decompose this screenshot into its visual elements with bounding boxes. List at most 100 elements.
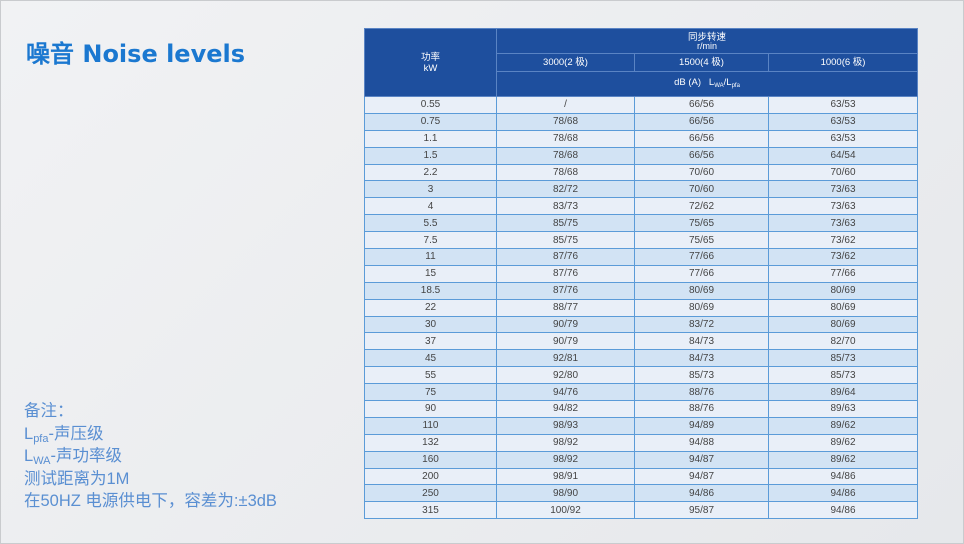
noise-cell: 92/80 xyxy=(496,366,635,385)
noise-cell: 94/82 xyxy=(496,400,635,418)
power-label: 功率 xyxy=(420,51,440,63)
noise-cell: 77/66 xyxy=(634,264,769,283)
lwa-symbol: L xyxy=(24,447,34,465)
noise-cell: 72/62 xyxy=(634,197,769,216)
noise-cell: 66/56 xyxy=(634,129,769,148)
lwa-text: -声功率级 xyxy=(50,447,123,465)
power-cell: 22 xyxy=(364,298,497,317)
table-row: 1.5 78/68 66/56 64/54 xyxy=(364,146,919,165)
unit-sub-pfa: pfa xyxy=(731,82,740,89)
power-cell: 2.2 xyxy=(364,163,497,182)
table-row: 5.5 85/75 75/65 73/63 xyxy=(364,214,919,233)
power-cell: 11 xyxy=(364,248,497,266)
note-lpfa: Lpfa-声压级 xyxy=(24,423,277,446)
lpfa-text: -声压级 xyxy=(48,424,104,443)
noise-cell: 94/86 xyxy=(634,484,769,503)
table-row: 3 82/72 70/60 73/63 xyxy=(364,180,919,199)
table-row: 0.75 78/68 66/56 63/53 xyxy=(364,112,919,131)
noise-cell: 94/86 xyxy=(767,467,919,486)
table-row: 55 92/80 85/73 85/73 xyxy=(364,366,919,385)
noise-cell: 80/69 xyxy=(767,315,919,334)
noise-cell: 92/81 xyxy=(496,349,635,368)
note-distance: 测试距离为1M xyxy=(24,469,130,488)
table-row: 11 87/76 77/66 73/62 xyxy=(364,248,919,266)
table-row: 37 90/79 84/73 82/70 xyxy=(364,332,919,351)
noise-cell: 77/66 xyxy=(634,248,769,266)
lpfa-sub: pfa xyxy=(33,432,49,445)
noise-cell: 90/79 xyxy=(496,315,635,334)
noise-cell: 94/87 xyxy=(634,467,769,486)
noise-cell: / xyxy=(496,96,635,114)
noise-cell: 88/76 xyxy=(634,383,769,402)
noise-cell: 87/76 xyxy=(496,248,635,266)
power-cell: 30 xyxy=(364,315,497,334)
table-row: 2.2 78/68 70/60 70/60 xyxy=(364,163,919,182)
power-unit: kW xyxy=(423,62,438,74)
noise-cell: 85/75 xyxy=(496,214,635,233)
noise-cell: 95/87 xyxy=(634,501,769,520)
noise-cell: 98/93 xyxy=(496,416,635,435)
table-row: 200 98/91 94/87 94/86 xyxy=(364,467,919,486)
noise-cell: 85/75 xyxy=(496,231,635,250)
table-row: 110 98/93 94/89 89/62 xyxy=(364,416,919,435)
noise-cell: 80/69 xyxy=(767,281,919,300)
table-row: 315 100/92 95/87 94/86 xyxy=(364,501,919,520)
power-cell: 315 xyxy=(364,501,497,520)
noise-cell: 73/62 xyxy=(767,231,919,250)
unit-sub-wa: WA xyxy=(714,82,724,89)
notes-heading: 备注： xyxy=(24,402,74,420)
noise-cell: 94/76 xyxy=(496,383,635,402)
noise-cell: 89/63 xyxy=(767,400,919,418)
table-row: 132 98/92 94/88 89/62 xyxy=(364,433,919,452)
speed-header: 同步转速 r/min xyxy=(495,28,919,54)
power-cell: 0.55 xyxy=(364,96,497,114)
noise-cell: 78/68 xyxy=(496,163,635,182)
noise-cell: 98/90 xyxy=(496,484,635,503)
unit-text: dB (A) L xyxy=(674,76,715,88)
noise-cell: 84/73 xyxy=(634,349,769,368)
noise-cell: 66/56 xyxy=(634,112,769,131)
noise-cell: 64/54 xyxy=(767,146,919,165)
noise-cell: 94/89 xyxy=(634,416,769,435)
speed-unit: r/min xyxy=(697,41,717,51)
notes: 备注： Lpfa-声压级 LWA-声功率级 测试距离为1M 在50HZ 电源供电… xyxy=(24,400,277,513)
table-row: 160 98/92 94/87 89/62 xyxy=(364,450,919,469)
note-lwa: LWA-声功率级 xyxy=(24,445,277,468)
noise-cell: 77/66 xyxy=(767,264,919,283)
power-cell: 1.1 xyxy=(364,129,497,148)
speed-1000: 1000(6 极) xyxy=(767,53,919,72)
noise-cell: 85/73 xyxy=(767,366,919,385)
noise-cell: 73/63 xyxy=(767,197,919,216)
table-row: 1.1 78/68 66/56 63/53 xyxy=(364,129,919,148)
noise-table: 功率 kW 同步转速 r/min 3000(2 极) 1500(4 极) 1000(… xyxy=(364,28,919,520)
power-cell: 160 xyxy=(364,450,497,469)
noise-cell: 83/73 xyxy=(496,197,635,216)
noise-cell: 98/92 xyxy=(496,433,635,452)
noise-cell: 85/73 xyxy=(767,349,919,368)
noise-cell: 89/62 xyxy=(767,450,919,469)
power-cell: 18.5 xyxy=(364,281,497,300)
power-cell: 45 xyxy=(364,349,497,368)
power-cell: 1.5 xyxy=(364,146,497,165)
table-row: 22 88/77 80/69 80/69 xyxy=(364,298,919,317)
noise-cell: 89/64 xyxy=(767,383,919,402)
table-row: 15 87/76 77/66 77/66 xyxy=(364,264,919,283)
noise-cell: 88/76 xyxy=(634,400,769,418)
noise-cell: 98/92 xyxy=(496,450,635,469)
power-cell: 7.5 xyxy=(364,231,497,250)
noise-cell: 78/68 xyxy=(496,112,635,131)
lpfa-symbol: L xyxy=(24,424,34,443)
speed-3000: 3000(2 极) xyxy=(496,53,635,72)
noise-cell: 63/53 xyxy=(767,96,919,114)
table-row: 75 94/76 88/76 89/64 xyxy=(364,383,919,402)
noise-cell: 85/73 xyxy=(634,366,769,385)
table-row: 30 90/79 83/72 80/69 xyxy=(364,315,919,334)
noise-cell: 70/60 xyxy=(634,163,769,182)
noise-cell: 73/63 xyxy=(767,180,919,199)
noise-cell: 75/65 xyxy=(634,214,769,233)
power-cell: 3 xyxy=(364,180,497,199)
noise-cell: 87/76 xyxy=(496,264,635,283)
table-row: 90 94/82 88/76 89/63 xyxy=(364,400,919,418)
noise-cell: 94/86 xyxy=(767,501,919,520)
page-title: 噪音 Noise levels xyxy=(26,40,246,68)
